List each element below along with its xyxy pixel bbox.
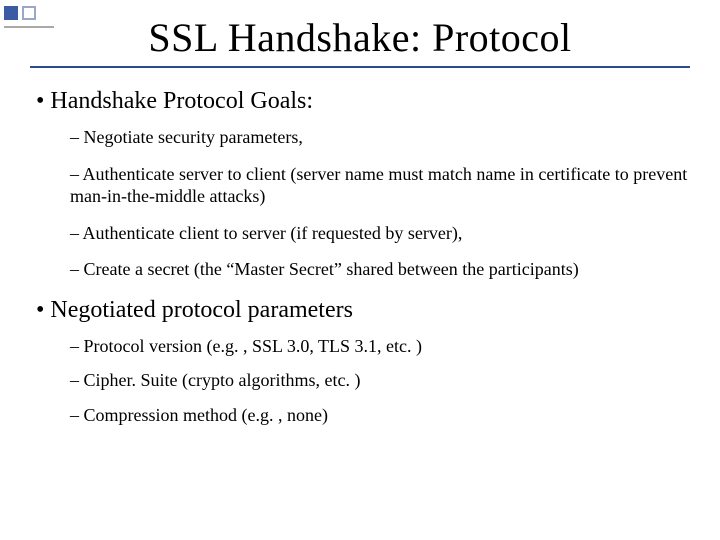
bullet-level2: Compression method (e.g. , none) [70, 404, 696, 427]
bullet-level2: Create a secret (the “Master Secret” sha… [70, 258, 696, 281]
bullet-level1: Handshake Protocol Goals: [36, 86, 696, 116]
bullet-level1: Negotiated protocol parameters [36, 295, 696, 325]
slide: SSL Handshake: Protocol Handshake Protoc… [0, 0, 720, 540]
slide-title: SSL Handshake: Protocol [0, 14, 720, 61]
bullet-level2: Cipher. Suite (crypto algorithms, etc. ) [70, 369, 696, 392]
bullet-level2: Negotiate security parameters, [70, 126, 696, 149]
slide-body: Handshake Protocol Goals: Negotiate secu… [36, 86, 696, 438]
bullet-level2: Protocol version (e.g. , SSL 3.0, TLS 3.… [70, 335, 696, 358]
bullet-level2: Authenticate server to client (server na… [70, 163, 696, 208]
bullet-level2: Authenticate client to server (if reques… [70, 222, 696, 245]
title-underline [30, 66, 690, 68]
